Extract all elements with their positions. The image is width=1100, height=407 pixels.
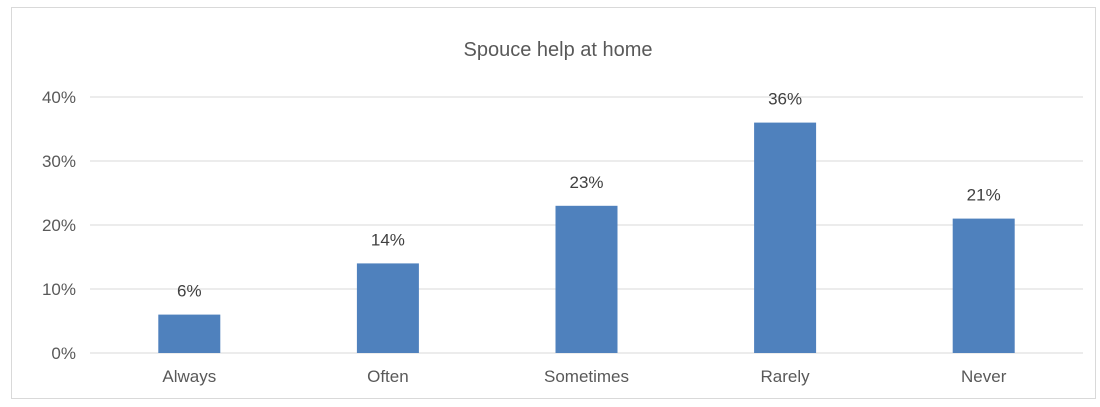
- category-label-often: Often: [367, 367, 409, 386]
- y-tick-label: 10%: [42, 280, 76, 299]
- bar-chart: Spouce help at home 0% 10% 20% 30% 40% 6% 14%…: [42, 39, 1083, 386]
- data-label-rarely: 36%: [768, 90, 802, 109]
- data-label-often: 14%: [371, 230, 405, 249]
- bar-often: [356, 263, 419, 353]
- y-tick-label: 0%: [51, 344, 76, 363]
- y-tick-label: 40%: [42, 88, 76, 107]
- chart-frame: Spouce help at home 0% 10% 20% 30% 40% 6% 14%…: [11, 7, 1096, 399]
- category-label-always: Always: [162, 367, 216, 386]
- y-axis-ticks: 0% 10% 20% 30% 40%: [42, 88, 76, 363]
- category-label-sometimes: Sometimes: [544, 367, 629, 386]
- category-label-rarely: Rarely: [761, 367, 811, 386]
- y-tick-label: 30%: [42, 152, 76, 171]
- bar-rarely: [754, 122, 817, 353]
- data-label-never: 21%: [967, 186, 1001, 205]
- category-label-never: Never: [961, 367, 1007, 386]
- x-axis-categories: Always Often Sometimes Rarely Never: [162, 367, 1006, 386]
- data-label-always: 6%: [177, 282, 202, 301]
- bar-never: [952, 218, 1015, 353]
- bars: [158, 122, 1015, 353]
- chart-title: Spouce help at home: [463, 39, 652, 61]
- bar-sometimes: [555, 205, 618, 353]
- y-tick-label: 20%: [42, 216, 76, 235]
- bar-always: [158, 314, 221, 353]
- data-labels: 6% 14% 23% 36% 21%: [177, 90, 1001, 301]
- data-label-sometimes: 23%: [569, 173, 603, 192]
